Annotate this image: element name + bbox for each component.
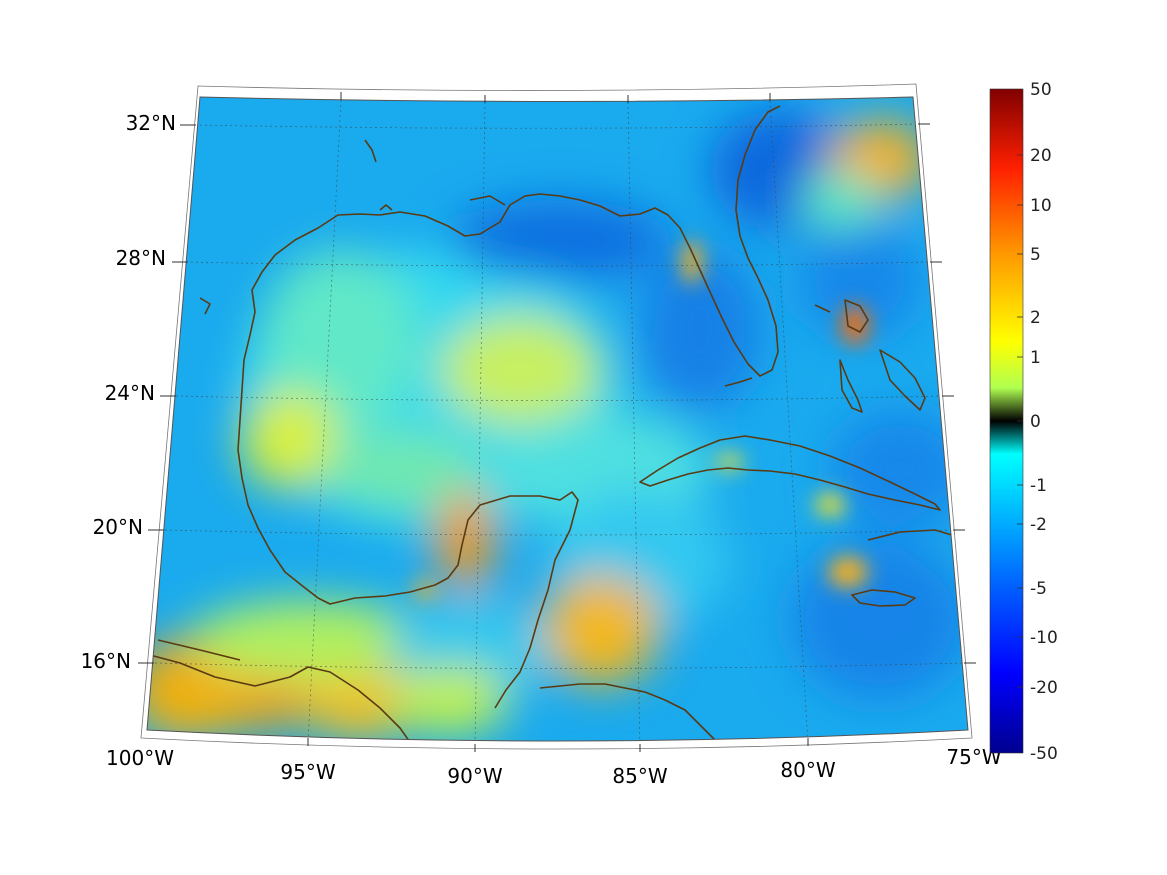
lon-label-80w: 80°W: [780, 758, 835, 782]
lat-label-24n: 24°N: [105, 381, 155, 405]
colorbar-label-1: 1: [1030, 348, 1041, 368]
colorbar-label-0: 0: [1030, 412, 1041, 432]
lat-label-16n: 16°N: [81, 649, 131, 673]
colorbar-ticks: [1017, 154, 1023, 688]
lon-label-85w: 85°W: [612, 764, 667, 788]
colorbar-label-5: 5: [1030, 245, 1041, 265]
map-frame: [146, 96, 969, 742]
lon-label-100w: 100°W: [106, 746, 174, 770]
colorbar: 50 20 10 5 2 1 0 -1 -2 -5 -10 -20 -50: [989, 80, 1058, 764]
data-field: [147, 97, 968, 741]
colorbar-label-50: 50: [1030, 80, 1052, 100]
frame-ticks: [138, 92, 976, 752]
colorbar-label-neg1: -1: [1030, 476, 1047, 496]
map-frame-outer: [140, 83, 973, 750]
colorbar-label-neg2: -2: [1030, 515, 1047, 535]
colorbar-label-2: 2: [1030, 308, 1041, 328]
colorbar-label-neg20: -20: [1030, 678, 1058, 698]
lat-label-32n: 32°N: [126, 111, 176, 135]
colorbar-label-neg5: -5: [1030, 579, 1047, 599]
lon-label-95w: 95°W: [280, 760, 335, 784]
lat-label-20n: 20°N: [93, 515, 143, 539]
gridlines: [154, 99, 965, 741]
lat-labels: 32°N 28°N 24°N 20°N 16°N: [81, 111, 176, 673]
colorbar-label-10: 10: [1030, 196, 1052, 216]
lon-labels: 100°W 95°W 90°W 85°W 80°W 75°W: [106, 745, 1002, 788]
lat-label-28n: 28°N: [116, 246, 166, 270]
colorbar-label-20: 20: [1030, 146, 1052, 166]
colorbar-label-neg10: -10: [1030, 628, 1058, 648]
colorbar-label-neg50: -50: [1030, 744, 1058, 764]
coastlines: [149, 105, 956, 741]
lon-label-90w: 90°W: [447, 764, 502, 788]
